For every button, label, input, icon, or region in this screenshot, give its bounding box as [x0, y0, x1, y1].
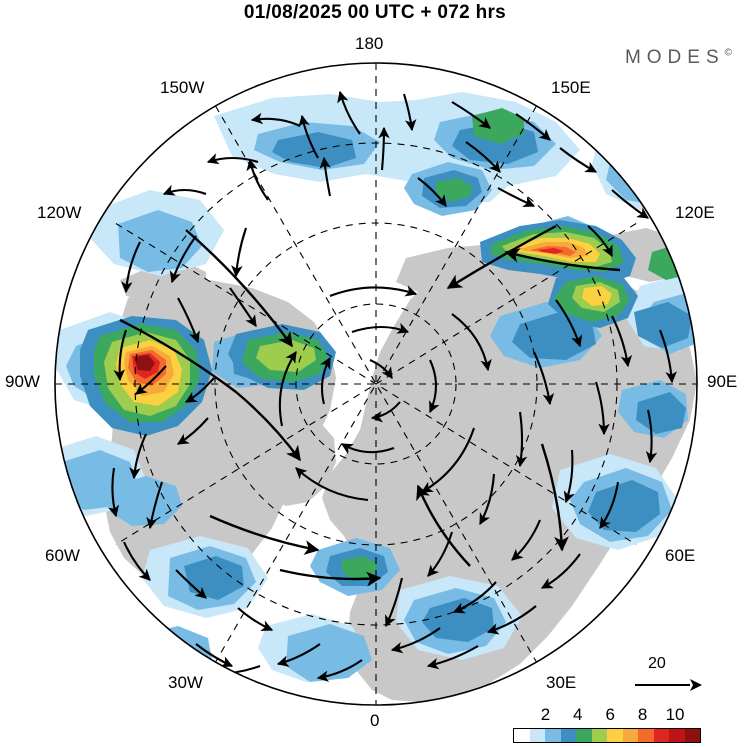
lon-label-150e: 150E — [551, 78, 591, 97]
lon-label-30e: 30E — [546, 673, 577, 692]
colorbar-legend[interactable]: 2 4 6 8 10 — [513, 705, 703, 744]
colorbar-tick-10: 10 — [665, 705, 685, 724]
colorbar-swatch-4 — [576, 729, 592, 742]
colorbar-tick-4: 4 — [573, 705, 583, 724]
lon-label-120e: 120E — [675, 203, 715, 222]
lon-label-0: 0 — [370, 711, 380, 730]
brand-text: MODES — [624, 47, 725, 68]
lon-label-180: 180 — [355, 34, 384, 53]
graticule-layer — [55, 63, 697, 705]
lon-label-90w: 90W — [5, 372, 40, 391]
colorbar-tick-2: 2 — [540, 705, 551, 724]
colorbar-swatch-2 — [545, 729, 561, 742]
colorbar-tick-6: 6 — [605, 705, 615, 724]
colorbar-swatch-1 — [529, 729, 545, 742]
lon-label-150w: 150W — [160, 78, 205, 97]
page-title: 01/08/2025 00 UTC + 072 hrs — [243, 2, 507, 23]
polar-map-plot[interactable]: 180 150W 150E 120W 120E 90W 90E 60W 60E … — [0, 30, 750, 730]
colorbar-swatch-8 — [638, 729, 654, 742]
colorbar-tick-8: 8 — [637, 705, 648, 724]
wind-scale-value: 20 — [648, 655, 666, 672]
colorbar-swatch-5 — [591, 729, 607, 742]
lon-label-30w: 30W — [168, 673, 203, 692]
map-svg — [54, 62, 698, 706]
colorbar-swatch-3 — [560, 729, 576, 742]
colorbar-swatch-7 — [622, 729, 638, 742]
colorbar-ticks: 2 4 6 8 10 — [513, 705, 703, 726]
map-content — [55, 63, 697, 705]
colorbar-swatch-10 — [669, 729, 685, 742]
colorbar-swatches[interactable] — [513, 728, 701, 743]
colorbar-swatch-11 — [684, 729, 700, 742]
modes-logo: MODES© — [625, 47, 732, 69]
colorbar-swatch-6 — [607, 729, 623, 742]
wind-scale-arrow-icon — [635, 679, 702, 691]
wind-vector-legend: 20 — [634, 655, 720, 700]
lon-label-120w: 120W — [37, 203, 82, 222]
colorbar-swatch-9 — [653, 729, 669, 742]
globe-outline — [54, 62, 698, 706]
lon-label-60w: 60W — [45, 546, 80, 565]
colorbar-swatch-0 — [514, 729, 530, 742]
lon-label-60e: 60E — [665, 546, 696, 565]
lon-label-90e: 90E — [707, 372, 738, 391]
copyright-icon: © — [724, 47, 732, 59]
